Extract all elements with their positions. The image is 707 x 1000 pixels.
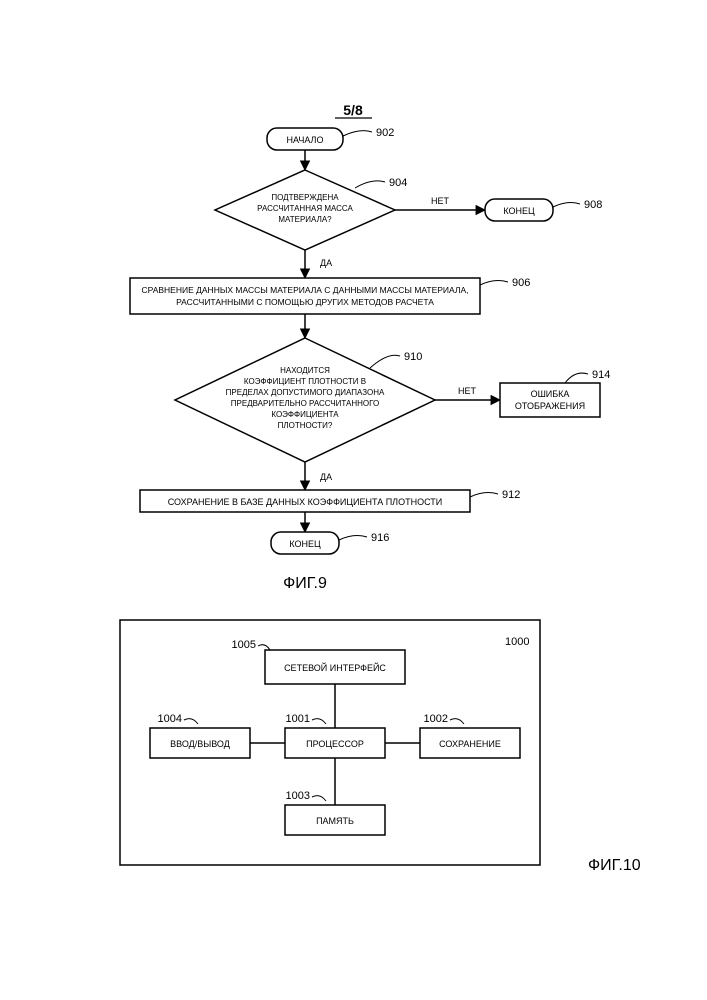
ref-904: 904 (355, 177, 407, 189)
d2-l1: КОЭФФИЦИЕНТ ПЛОТНОСТИ В (244, 377, 366, 386)
node-p1: СРАВНЕНИЕ ДАННЫХ МАССЫ МАТЕРИАЛА С ДАННЫ… (130, 278, 480, 314)
node-start-label: НАЧАЛО (287, 135, 324, 145)
ref-1001-text: 1001 (286, 713, 310, 725)
sav-label: СОХРАНЕНИЕ (439, 739, 501, 749)
d1-no-label: НЕТ (431, 196, 450, 206)
ref-1003-text: 1003 (286, 790, 310, 802)
node-start: НАЧАЛО (267, 128, 343, 150)
page-header-text: 5/8 (343, 102, 363, 118)
ref-916: 916 (339, 532, 389, 544)
ref-1002-text: 1002 (424, 713, 448, 725)
d2-l5: ПЛОТНОСТИ? (278, 421, 333, 430)
p1-l1: РАССЧИТАННЫМИ С ПОМОЩЬЮ ДРУГИХ МЕТОДОВ Р… (176, 297, 434, 307)
ref-1004-text: 1004 (158, 713, 182, 725)
d2-no-label: НЕТ (458, 386, 477, 396)
fig10-caption: ФИГ.10 (588, 857, 641, 874)
ref-904-text: 904 (389, 177, 407, 189)
block-mem: ПАМЯТЬ (285, 805, 385, 835)
io-label: ВВОД/ВЫВОД (170, 739, 230, 749)
err-l1: ОТОБРАЖЕНИЯ (515, 401, 585, 411)
d1-l2: МАТЕРИАЛА? (278, 215, 332, 224)
d1-l1: РАССЧИТАННАЯ МАССА (257, 204, 353, 213)
block-net: СЕТЕВОЙ ИНТЕРФЕЙС (265, 650, 405, 684)
ref-908: 908 (553, 199, 602, 211)
end2-label: КОНЕЦ (289, 539, 321, 549)
fig9-caption-text: ФИГ.9 (283, 575, 327, 592)
d2-l0: НАХОДИТСЯ (280, 366, 330, 375)
node-end2: КОНЕЦ (271, 532, 339, 554)
block-sav: СОХРАНЕНИЕ (420, 728, 520, 758)
node-end1: КОНЕЦ (485, 199, 553, 221)
fig10-caption-text: ФИГ.10 (588, 857, 641, 874)
d2-l4: КОЭФФИЦИЕНТА (271, 410, 339, 419)
ref-902: 902 (343, 127, 394, 139)
ref-912: 912 (470, 489, 520, 501)
net-label: СЕТЕВОЙ ИНТЕРФЕЙС (284, 662, 386, 673)
ref-908-text: 908 (584, 199, 602, 211)
mem-label: ПАМЯТЬ (316, 816, 354, 826)
node-p2: СОХРАНЕНИЕ В БАЗЕ ДАННЫХ КОЭФФИЦИЕНТА ПЛ… (140, 490, 470, 512)
ref-916-text: 916 (371, 532, 389, 544)
ref-1000-text: 1000 (505, 636, 529, 648)
ref-906: 906 (480, 277, 530, 289)
block-cpu: ПРОЦЕССОР (285, 728, 385, 758)
ref-912-text: 912 (502, 489, 520, 501)
ref-910-text: 910 (404, 351, 422, 363)
node-err: ОШИБКА ОТОБРАЖЕНИЯ (500, 383, 600, 417)
d1-yes-label: ДА (320, 258, 332, 268)
ref-914-text: 914 (592, 369, 610, 381)
page-header: 5/8 (335, 102, 372, 118)
d1-l0: ПОДТВЕРЖДЕНА (271, 193, 339, 202)
d2-l2: ПРЕДЕЛАХ ДОПУСТИМОГО ДИАПАЗОНА (226, 388, 385, 397)
node-d2: НАХОДИТСЯ КОЭФФИЦИЕНТ ПЛОТНОСТИ В ПРЕДЕЛ… (175, 338, 435, 462)
ref-906-text: 906 (512, 277, 530, 289)
end1-label: КОНЕЦ (503, 206, 535, 216)
ref-910: 910 (370, 351, 422, 368)
d2-l3: ПРЕДВАРИТЕЛЬНО РАССЧИТАННОГО (231, 399, 379, 408)
fig9: НАЧАЛО 902 ПОДТВЕРЖДЕНА РАССЧИТАННАЯ МАС… (130, 127, 610, 592)
cpu-label: ПРОЦЕССОР (306, 739, 364, 749)
p1-l0: СРАВНЕНИЕ ДАННЫХ МАССЫ МАТЕРИАЛА С ДАННЫ… (141, 285, 468, 295)
err-l0: ОШИБКА (531, 389, 570, 399)
ref-902-text: 902 (376, 127, 394, 139)
fig10: 1000 СЕТЕВОЙ ИНТЕРФЕЙС 1005 ВВОД/ВЫВОД 1… (120, 620, 641, 874)
d2-yes-label: ДА (320, 472, 332, 482)
ref-914: 914 (565, 369, 610, 383)
block-io: ВВОД/ВЫВОД (150, 728, 250, 758)
p2-label: СОХРАНЕНИЕ В БАЗЕ ДАННЫХ КОЭФФИЦИЕНТА ПЛ… (168, 497, 443, 507)
ref-1005-text: 1005 (232, 639, 256, 651)
fig9-caption: ФИГ.9 (283, 575, 327, 592)
